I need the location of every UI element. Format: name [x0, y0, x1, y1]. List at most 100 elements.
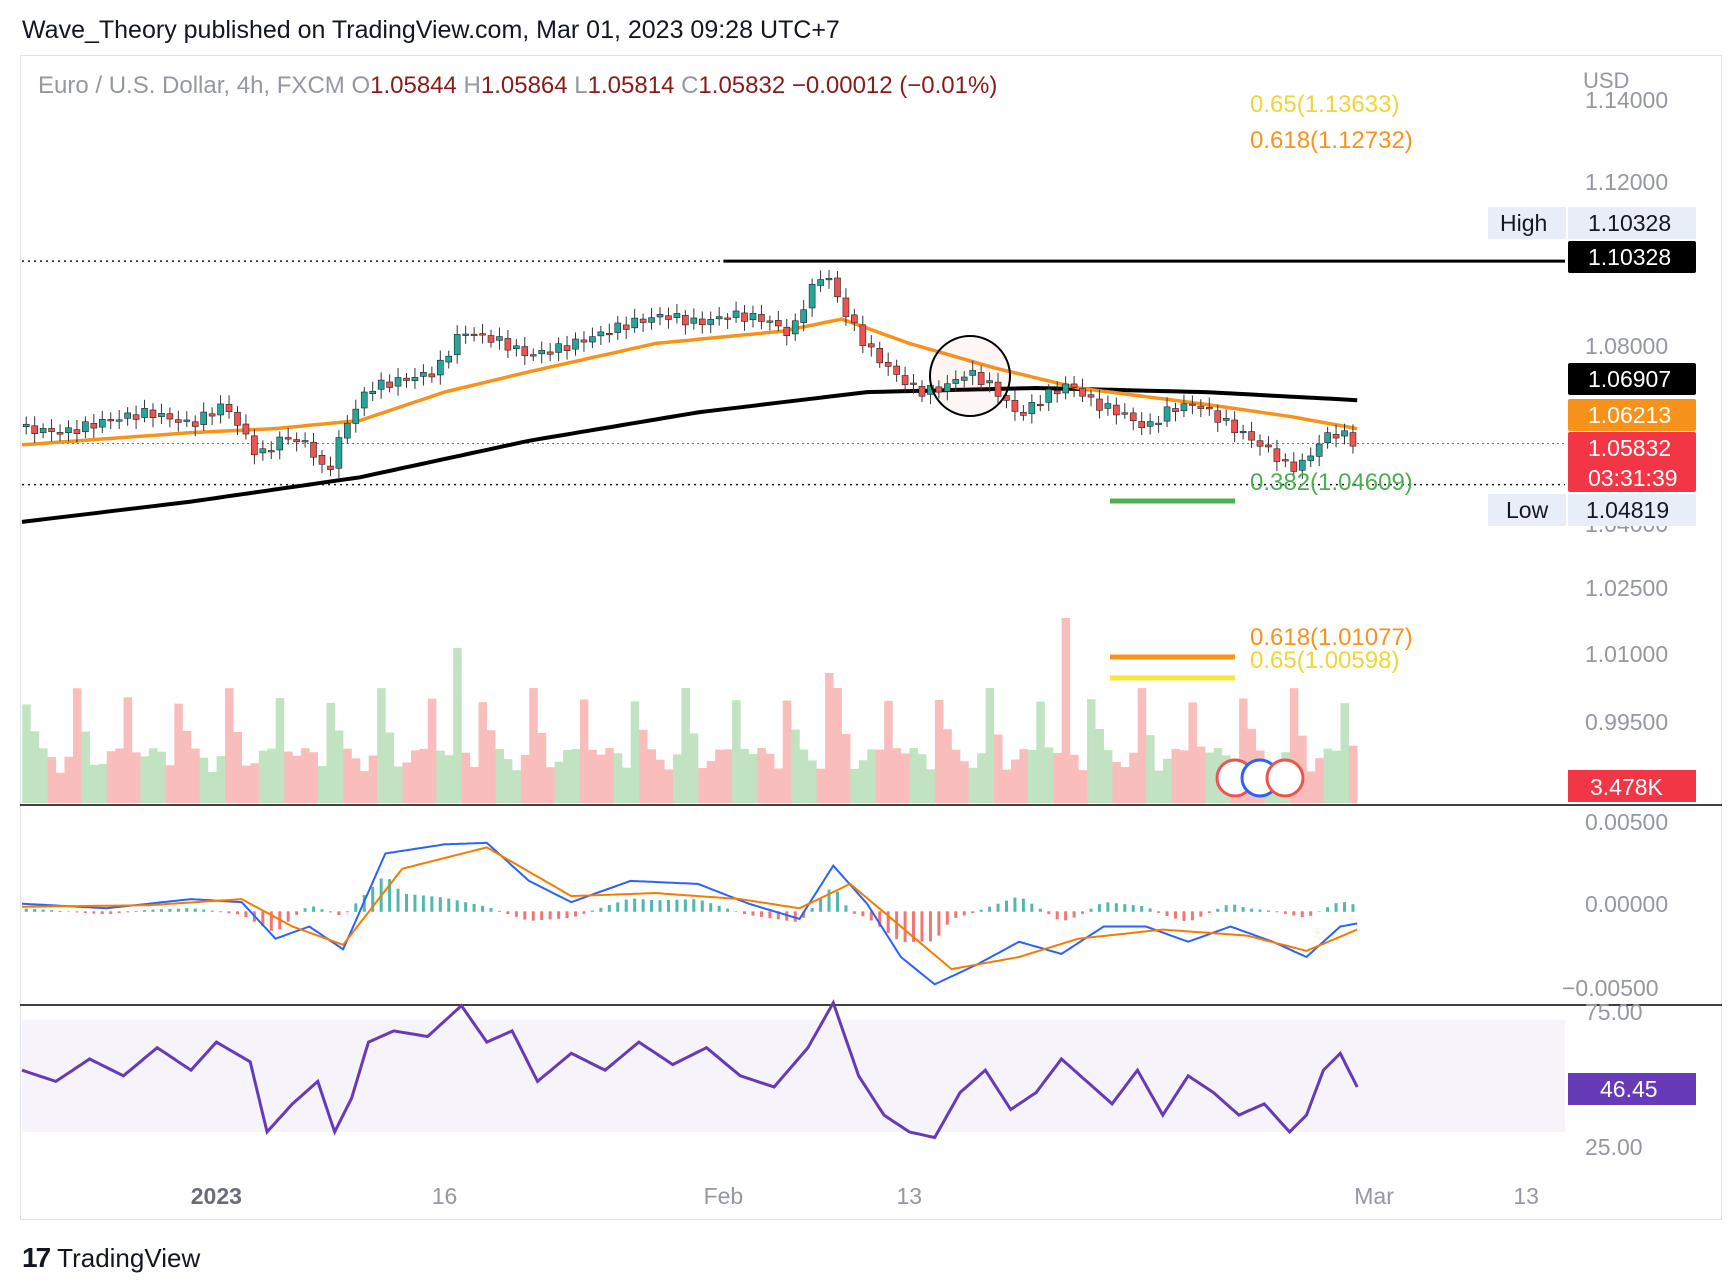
candle-body — [707, 319, 715, 325]
volume-bar — [1036, 701, 1045, 803]
x-axis-tick: Mar — [1354, 1183, 1394, 1209]
macd-hist-bar — [1224, 905, 1228, 912]
legend-key-c: C — [681, 72, 698, 99]
rsi-tag-text: 46.45 — [1600, 1076, 1658, 1102]
macd-hist-bar — [819, 898, 823, 912]
macd-hist-bar — [1258, 909, 1262, 912]
macd-hist-bar — [1233, 904, 1237, 912]
volume-bar — [1188, 702, 1197, 803]
macd-hist-bar — [523, 911, 527, 920]
candle-body — [504, 338, 512, 351]
macd-hist-bar — [1157, 911, 1161, 913]
legend-key-l: L — [574, 72, 587, 99]
macd-hist-bar — [83, 911, 87, 913]
macd-hist-bar — [328, 911, 332, 913]
volume-bar — [647, 749, 657, 803]
candle-body — [944, 383, 951, 392]
volume-bar — [301, 748, 310, 803]
price-tag-ema50-text: 1.06213 — [1588, 402, 1671, 428]
candle-body — [918, 386, 926, 397]
macd-hist-bar — [447, 898, 451, 912]
macd-hist-bar — [269, 911, 273, 931]
legend-symbol: Euro / U.S. Dollar, 4h, FXCM — [38, 72, 351, 99]
volume-bar — [858, 760, 868, 803]
macd-hist-bar — [1081, 911, 1085, 914]
macd-hist-bar — [574, 911, 578, 917]
candle-body — [639, 318, 647, 323]
candle-body — [783, 326, 791, 336]
volume-bar — [39, 748, 48, 803]
price-axis-tick: 1.12000 — [1585, 169, 1668, 195]
candle-body — [614, 322, 622, 333]
macd-hist-bar — [582, 911, 586, 914]
volume-bar — [360, 771, 369, 803]
x-axis-tick: Feb — [704, 1183, 744, 1209]
volume-bar — [791, 729, 800, 803]
candle-body — [546, 351, 554, 355]
volume-bar — [985, 688, 995, 803]
volume-bar — [698, 768, 707, 803]
candle-body — [724, 317, 731, 320]
volume-bar — [258, 750, 268, 803]
macd-hist-bar — [641, 899, 645, 912]
macd-hist-bar — [1148, 908, 1152, 912]
volume-bar — [715, 749, 724, 803]
volume-bar — [241, 765, 251, 803]
candle-body — [1096, 398, 1103, 411]
candle-body — [183, 419, 191, 422]
macd-hist-bar — [1089, 908, 1093, 912]
price-tag-last — [1568, 432, 1696, 492]
macd-hist-bar — [75, 911, 79, 913]
volume-bar — [554, 761, 564, 803]
candle-body — [521, 346, 529, 356]
volume-bar — [56, 772, 65, 803]
macd-hist-bar — [1165, 911, 1169, 917]
volume-bar — [115, 748, 124, 803]
fib-label-065-lower: 0.65(1.00598) — [1250, 647, 1399, 674]
candle-body — [656, 314, 664, 318]
candle-body — [910, 382, 917, 385]
macd-hist-bar — [396, 888, 400, 912]
macd-hist-bar — [227, 911, 231, 914]
macd-hist-bar — [937, 911, 941, 936]
candle-body — [994, 381, 1002, 397]
volume-bar — [148, 748, 158, 803]
macd-hist-bar — [726, 908, 730, 912]
volume-bar — [1298, 735, 1307, 803]
macd-hist-bar — [607, 905, 611, 912]
macd-hist-bar — [692, 899, 696, 912]
candle-body — [259, 448, 267, 454]
volume-bar — [681, 688, 690, 803]
candle-body — [149, 409, 157, 418]
macd-hist-bar — [1250, 908, 1254, 912]
x-axis-tick: 13 — [897, 1183, 923, 1209]
macd-hist-bar — [1030, 903, 1034, 912]
macd-hist-bar — [683, 899, 687, 912]
candle-body — [715, 316, 723, 320]
price-tag-ema200-text: 1.06907 — [1588, 366, 1671, 392]
volume-bar — [98, 764, 107, 803]
candle-body — [682, 315, 689, 326]
legend-value-o: 1.05844 — [370, 72, 463, 99]
volume-bar — [1154, 770, 1164, 803]
macd-hist-bar — [1131, 905, 1135, 912]
volume-bar — [622, 767, 631, 803]
candle-body — [606, 333, 613, 336]
candle-body — [977, 372, 985, 386]
volume-bar — [123, 697, 133, 803]
x-axis-tick: 16 — [432, 1183, 458, 1209]
macd-hist-bar — [1064, 911, 1068, 921]
candle-body — [1129, 412, 1137, 422]
volume-bar — [140, 756, 150, 803]
chart-frame[interactable] — [20, 55, 1722, 1220]
candle-body — [191, 421, 199, 427]
candle-body — [437, 359, 444, 376]
volume-bar — [605, 748, 614, 803]
annotation-circle — [929, 335, 1011, 417]
volume-bar — [960, 761, 969, 803]
tradingview-logo[interactable]: 17 TradingView — [22, 1242, 200, 1274]
volume-bar — [89, 764, 99, 803]
macd-hist-bar — [413, 894, 417, 912]
legend-key-o: O — [351, 72, 370, 99]
